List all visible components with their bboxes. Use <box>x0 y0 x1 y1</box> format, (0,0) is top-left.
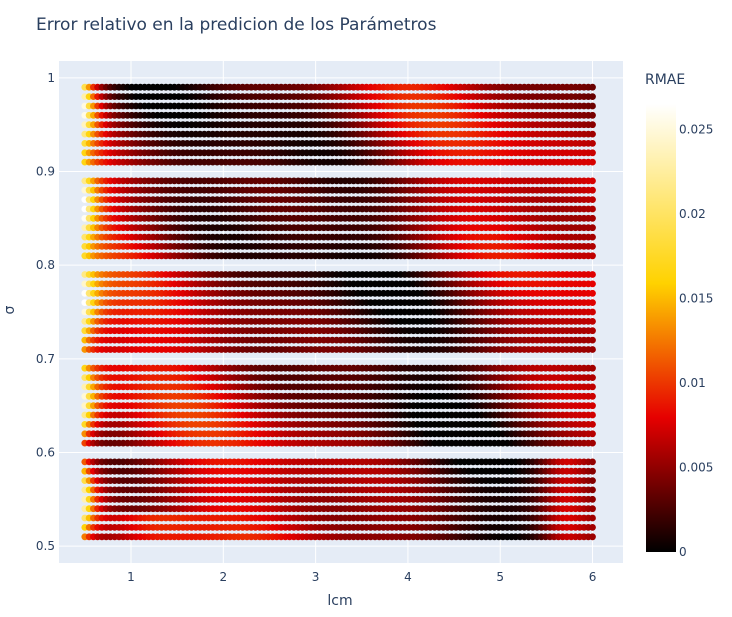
data-point <box>589 271 596 278</box>
data-point <box>589 524 596 531</box>
data-point <box>589 233 596 241</box>
data-point <box>589 130 596 138</box>
data-point <box>589 458 596 466</box>
data-point <box>589 486 596 494</box>
data-point <box>589 411 596 419</box>
data-point <box>589 495 596 503</box>
data-point <box>589 533 596 541</box>
data-point <box>589 121 596 129</box>
data-point <box>589 196 596 204</box>
data-point <box>589 383 596 391</box>
data-point <box>589 318 596 325</box>
data-point <box>589 224 596 232</box>
data-point <box>589 186 596 194</box>
data-point <box>589 243 596 250</box>
data-point <box>589 308 596 316</box>
data-point <box>589 140 596 147</box>
data-point <box>589 149 596 157</box>
data-point <box>589 158 596 166</box>
data-point <box>589 477 596 484</box>
data-point <box>589 364 596 372</box>
data-point <box>589 421 596 428</box>
data-point <box>589 467 596 475</box>
data-point <box>589 280 596 288</box>
data-point <box>589 214 596 222</box>
data-point <box>589 430 596 438</box>
data-point <box>589 252 596 260</box>
data-point <box>589 289 596 297</box>
data-point <box>589 402 596 410</box>
data-point <box>589 392 596 400</box>
data-point <box>589 336 596 344</box>
data-point <box>589 514 596 522</box>
data-point <box>589 505 596 513</box>
data-point <box>589 374 596 381</box>
data-point <box>589 299 596 306</box>
data-point <box>589 346 596 353</box>
data-point <box>589 327 596 335</box>
data-point <box>589 177 596 185</box>
data-point <box>589 439 596 447</box>
data-point <box>589 205 596 213</box>
chart-title: Error relativo en la predicion de los Pa… <box>36 15 437 35</box>
scatter-points <box>81 83 596 541</box>
